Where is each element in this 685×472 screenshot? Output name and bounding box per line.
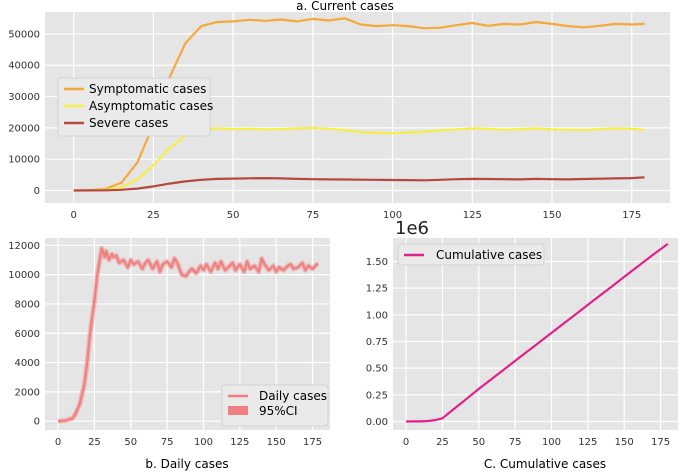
x-tick-label: 75 (161, 437, 174, 448)
panel-b-ticks: 0 25 50 75 100 125 150 175 0 2000 4000 6000 8000 1000… (8, 241, 322, 448)
panel-c-plot-area (393, 238, 678, 430)
x-tick-label: 75 (509, 437, 522, 448)
legend-label-daily: Daily cases (259, 389, 327, 403)
x-tick-label: 100 (383, 210, 402, 221)
x-tick-label: 0 (55, 437, 61, 448)
x-tick-label: 0 (403, 437, 409, 448)
y-tick-label: 0 (34, 417, 40, 428)
series-line-severe-cases (73, 176, 645, 192)
y-tick-label: 6000 (15, 329, 40, 340)
x-tick-label: 175 (303, 437, 322, 448)
y-tick-label: 0.25 (366, 390, 388, 401)
y-tick-label: 1.00 (366, 310, 388, 321)
panel-c-ticks: 0 25 50 75 100 125 150 175 0.00 0.25 0.50 0.75 1.00 1… (366, 257, 670, 448)
panel-b-series (57, 245, 320, 424)
x-tick-label: 150 (615, 437, 634, 448)
x-tick-label: 125 (578, 437, 597, 448)
panel-c-legend-box (397, 243, 545, 266)
y-tick-label: 1.50 (366, 257, 388, 268)
y-tick-label: 0 (34, 186, 40, 197)
x-tick-label: 100 (194, 437, 213, 448)
panel-c-legend: Cumulative cases (397, 243, 545, 266)
legend-label-cumulative: Cumulative cases (436, 248, 542, 262)
x-tick-label: 150 (542, 210, 561, 221)
panel-c-offset-label: 1e6 (395, 218, 429, 239)
y-tick-label: 30000 (8, 92, 40, 103)
x-tick-label: 125 (463, 210, 482, 221)
panel-a-title: a. Current cases (296, 0, 394, 13)
legend-label-severe: Severe cases (89, 116, 168, 130)
y-tick-label: 0.75 (366, 337, 388, 348)
panel-a-ticks: 0 25 50 75 100 125 150 175 0 10000 20000 30000 40000… (8, 29, 641, 221)
x-tick-label: 25 (147, 210, 160, 221)
panel-a-legend: Symptomatic cases Asymptomatic cases Sev… (57, 77, 213, 137)
series-line-daily-cases (57, 247, 319, 423)
y-tick-label: 1.25 (366, 284, 388, 295)
y-tick-label: 2000 (15, 387, 40, 398)
x-tick-label: 50 (227, 210, 240, 221)
y-tick-label: 0.50 (366, 364, 388, 375)
series-line-cumulative-cases (406, 243, 669, 423)
x-tick-label: 50 (124, 437, 137, 448)
x-tick-label: 25 (88, 437, 101, 448)
x-tick-label: 50 (472, 437, 485, 448)
panel-c-series (406, 243, 669, 423)
legend-label-ci: 95%CI (259, 404, 298, 418)
panel-b-legend-box (221, 384, 329, 427)
x-tick-label: 150 (267, 437, 286, 448)
x-tick-label: 175 (651, 437, 670, 448)
x-tick-label: 175 (622, 210, 641, 221)
panel-b-daily-cases: 0 25 50 75 100 125 150 175 0 2000 4000 6000 8000 1000… (8, 238, 330, 471)
series-line-asymptomatic-cases (73, 126, 645, 192)
y-tick-label: 50000 (8, 29, 40, 40)
y-tick-label: 40000 (8, 61, 40, 72)
x-tick-label: 25 (436, 437, 449, 448)
legend-swatch-ci (228, 406, 248, 415)
x-tick-label: 75 (306, 210, 319, 221)
y-tick-label: 8000 (15, 299, 40, 310)
panel-a-current-cases: 0 25 50 75 100 125 150 175 0 10000 20000 30000 40000… (8, 0, 670, 221)
y-tick-label: 0.00 (366, 417, 388, 428)
x-tick-label: 125 (230, 437, 249, 448)
x-tick-label: 100 (542, 437, 561, 448)
y-tick-label: 10000 (8, 155, 40, 166)
x-tick-label: 0 (71, 210, 77, 221)
legend-label-asymptomatic: Asymptomatic cases (89, 99, 213, 113)
panel-b-legend: Daily cases 95%CI (221, 384, 329, 427)
panel-c-title: C. Cumulative cases (484, 457, 606, 471)
panel-a-legend-box (57, 77, 211, 137)
y-tick-label: 20000 (8, 123, 40, 134)
panel-c-cumulative-cases: 0 25 50 75 100 125 150 175 0.00 0.25 0.50 0.75 1.00 1… (366, 218, 678, 471)
y-tick-label: 10000 (8, 270, 40, 281)
y-tick-label: 4000 (15, 358, 40, 369)
panel-b-title: b. Daily cases (145, 457, 228, 471)
y-tick-label: 12000 (8, 241, 40, 252)
legend-label-symptomatic: Symptomatic cases (89, 82, 206, 96)
